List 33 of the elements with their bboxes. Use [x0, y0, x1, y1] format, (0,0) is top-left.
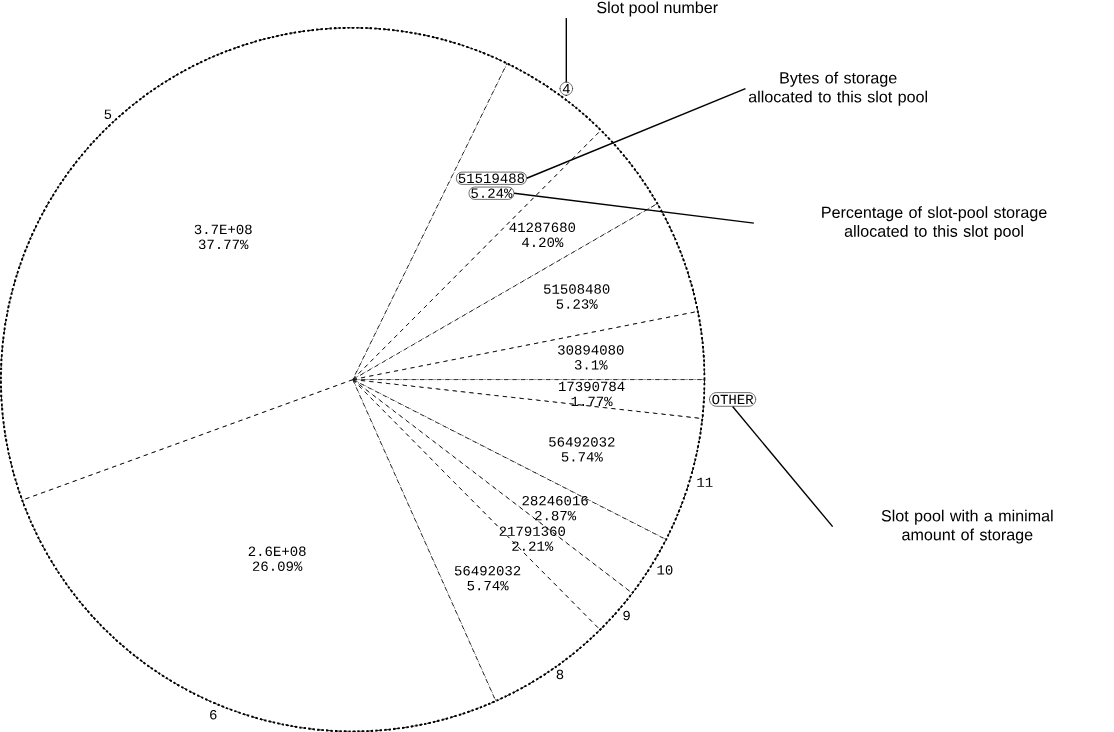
text: 2.6E+08: [248, 546, 306, 556]
text: 17390784: [558, 381, 625, 392]
text: 56492032: [454, 565, 521, 576]
data-label: 5.23%: [556, 299, 598, 309]
data-label: 5.74%: [561, 452, 603, 462]
data-label: 2.87%: [535, 510, 577, 521]
slice-label: 4: [562, 83, 570, 94]
data-label: 5.24%: [471, 188, 513, 198]
text: Percentage of slot-pool storage allocated to this slot pool: [822, 206, 1047, 240]
slice-label: 10: [657, 565, 673, 575]
text: 30894080: [558, 344, 624, 355]
slice-label: 9: [623, 610, 630, 621]
text: 51519488: [458, 173, 525, 183]
data-label: 37.77%: [198, 239, 249, 249]
text: 56492032: [549, 437, 615, 447]
data-label: 1.77%: [571, 396, 613, 406]
data-label: 2.21%: [512, 541, 554, 551]
text: 28246016: [522, 495, 588, 506]
text: 41287680: [509, 222, 576, 232]
slice-label: 8: [556, 669, 564, 680]
data-label: 5.74%: [467, 580, 509, 591]
data-label: 4.20%: [522, 237, 564, 247]
data-label: 3.1%: [574, 359, 608, 370]
data-label: 26.09%: [252, 561, 303, 571]
slice-label: 5: [104, 109, 112, 119]
text: 3.7E+08: [194, 224, 252, 234]
text: Bytes of storage allocated to this slot pool: [748, 71, 928, 106]
text: Slot pool with a minimal amount of storage: [881, 509, 1053, 544]
text: 51508480: [543, 284, 610, 294]
text: Slot pool number: [597, 1, 718, 17]
slice-label: 11: [697, 477, 713, 487]
slice-label: 6: [210, 709, 217, 720]
legend-label: OTHER: [712, 394, 754, 405]
